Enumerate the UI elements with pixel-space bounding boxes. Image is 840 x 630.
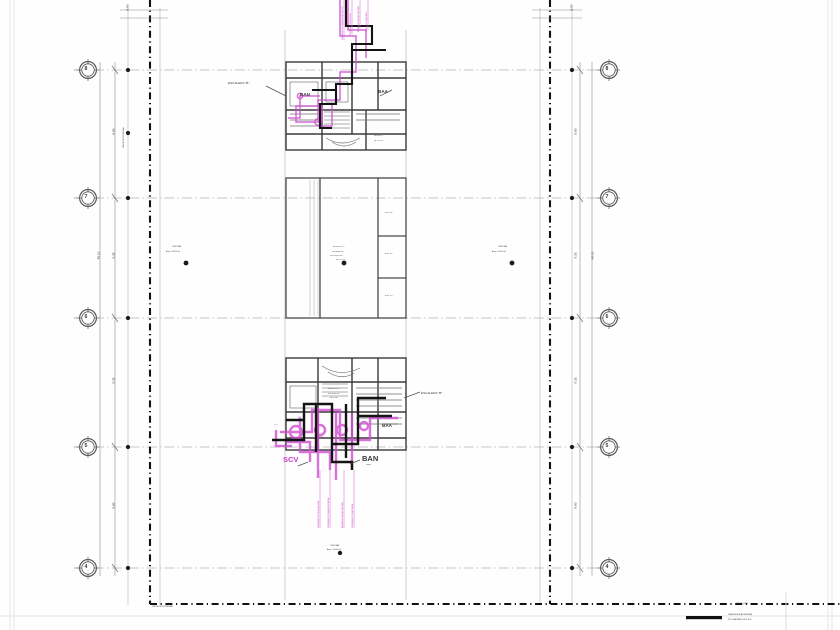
dimension-top-1: 8.80 bbox=[125, 4, 130, 11]
callout-scv-lower: SCV bbox=[283, 455, 299, 464]
lower-stair-treads bbox=[322, 383, 348, 397]
grid-bubble-4-right bbox=[596, 557, 620, 579]
dimension-ticks bbox=[111, 65, 584, 573]
callout-baa-upper: BAA bbox=[378, 89, 388, 94]
grid-bubble-label-5-left: 5 bbox=[84, 442, 88, 449]
callout-stair-upper: ESCALERA "B" bbox=[228, 81, 250, 85]
dimension-left-4: 8.80 bbox=[111, 502, 116, 509]
module2-corridor-hatch bbox=[309, 180, 319, 316]
room-sub3-module2: NPT +0.15 bbox=[336, 259, 346, 261]
dimension-right-3: 9.35 bbox=[573, 377, 578, 384]
grid-bubble-6-left bbox=[74, 307, 99, 329]
grid-bubble-6-right bbox=[596, 307, 620, 329]
lower-plumbing-magenta bbox=[274, 408, 398, 480]
magenta-note-stems-top bbox=[343, 0, 369, 40]
room-sub-office-left: Area = 16.00 m2 bbox=[166, 251, 181, 253]
grid-bubble-label-4-left: 4 bbox=[84, 563, 88, 570]
room-sub1-module1: SUPERFICIE bbox=[328, 393, 340, 395]
room-label-office-left: OFICINA bbox=[172, 246, 181, 248]
dimension-right-4: 8.80 bbox=[573, 502, 578, 509]
property-line-note: LIMITE DE PROPIEDAD bbox=[123, 127, 125, 148]
grid-bubbles-right[interactable] bbox=[596, 59, 620, 579]
magenta-fixture-label-lav: LAV. bbox=[298, 417, 302, 419]
grid-bubble-label-8-left: 8 bbox=[84, 65, 88, 72]
magenta-note-bottom-1: PREPARACION DE AGUA FRIA bbox=[318, 500, 320, 528]
dimension-lines bbox=[99, 9, 593, 576]
grid-bubble-label-6-left: 6 bbox=[84, 313, 88, 320]
column-node-dots bbox=[125, 67, 575, 571]
dimension-right-1: 8.80 bbox=[573, 128, 578, 135]
grid-bubble-label-8-right: 8 bbox=[605, 65, 609, 72]
room-sub2-module2: 142.30 m2 NPT bbox=[330, 255, 344, 257]
dimension-left-1: 8.80 bbox=[111, 128, 116, 135]
magenta-fixture-label-ming: MING. bbox=[318, 436, 324, 438]
legend-symbol bbox=[686, 616, 722, 620]
dimension-top-2: 8.80 bbox=[569, 4, 574, 11]
room-label-office-right: OFICINA bbox=[498, 246, 507, 248]
magenta-note-bottom-3: BAJADA DE AGUAS NEGRAS bbox=[342, 502, 344, 528]
dimension-right-total: 45.10 bbox=[590, 251, 595, 260]
grid-bubble-label-4-right: 4 bbox=[605, 563, 609, 570]
grid-bubble-5-left bbox=[74, 436, 99, 458]
magenta-note-top-2: PREPARACION DE AGUA bbox=[350, 13, 352, 36]
property-line bbox=[148, 0, 840, 606]
bodega-cell-label-2: BOD. 09 bbox=[385, 253, 393, 255]
room-label-module-top: MODULO bbox=[374, 135, 383, 137]
grid-bubble-7-right bbox=[596, 187, 620, 209]
callout-stair-lower: ESCALERA "B" bbox=[421, 391, 443, 395]
room-sub-office-right: Area = 16.00 m2 bbox=[492, 251, 507, 253]
legend-title: SIMBOLOGIA bbox=[736, 603, 748, 605]
callout-ban-upper: BAN bbox=[300, 92, 310, 97]
upper-plumbing-black bbox=[312, 0, 386, 130]
room-label-module1: MODULO 1 bbox=[328, 388, 340, 390]
grid-bubble-7-left bbox=[74, 187, 99, 209]
grid-bubble-label-6-right: 6 bbox=[605, 313, 609, 320]
grid-bubble-label-7-left: 7 bbox=[84, 193, 88, 200]
level-markers bbox=[183, 260, 515, 556]
module2-block bbox=[285, 177, 407, 319]
magenta-note-bottom-2: PREPARACION PARA DESCARGA bbox=[328, 497, 330, 528]
callout-ban-lower: BAN bbox=[362, 454, 379, 463]
room-sub-bottom: Area = 16.00 m2 bbox=[327, 549, 342, 551]
magenta-note-bottom-4: PREPARACION SANITARIA bbox=[352, 504, 354, 528]
room-label-bottom: OFICINA bbox=[330, 545, 339, 547]
grid-bubble-label-5-right: 5 bbox=[605, 442, 609, 449]
dimension-left-total: 45.10 bbox=[96, 251, 101, 260]
room-sub1-module2: SUPERFICIE bbox=[332, 251, 344, 253]
grid-bubbles-left[interactable] bbox=[74, 59, 99, 579]
magenta-note-top-1: PREPARACION PARA ALIMENTACION bbox=[342, 6, 344, 40]
dimension-right-2: 9.35 bbox=[573, 252, 578, 259]
legend-item-line1: LINEA DE AGUAS NEGRAS bbox=[728, 614, 753, 616]
room-sub-module-top: NPT +0.15 bbox=[374, 140, 384, 142]
grid-bubble-8-left bbox=[74, 59, 99, 81]
grid-bubble-8-right bbox=[596, 59, 620, 81]
callout-baa-lower: BAA bbox=[382, 423, 392, 428]
grid-bubble-5-right bbox=[596, 436, 620, 458]
magenta-note-top-3: BAJADA DE AGUAS NEGRAS bbox=[358, 6, 360, 32]
callout-ban-lower-sub: NIVEL bbox=[366, 464, 372, 466]
bodega-cell-label-1: BOD. 08 bbox=[385, 212, 393, 214]
legend-item-line2: PVC SANITARIO DE 4" A 6" bbox=[728, 619, 752, 621]
room-sub2-module1: 86.20 m2 bbox=[330, 397, 338, 399]
module2-walls bbox=[285, 177, 407, 319]
grid-bubble-label-7-right: 7 bbox=[605, 193, 609, 200]
footer-note: LIMITE DE PROPIEDAD bbox=[152, 606, 173, 608]
bodega-cell-label-3: BOD. 10 bbox=[385, 295, 393, 297]
dimension-left-2: 9.35 bbox=[111, 252, 116, 259]
magenta-note-stems-bottom bbox=[319, 470, 355, 528]
grid-bubble-4-left bbox=[74, 557, 99, 579]
leader-lines bbox=[265, 85, 421, 467]
room-label-module2: MODULO 2 bbox=[333, 246, 345, 248]
magenta-fixture-label-wc: W.C. bbox=[274, 424, 279, 426]
magenta-note-top-4: REGISTRO SANITARIO bbox=[366, 11, 368, 32]
lower-plumbing-black bbox=[272, 396, 392, 470]
dimension-left-3: 9.35 bbox=[111, 377, 116, 384]
